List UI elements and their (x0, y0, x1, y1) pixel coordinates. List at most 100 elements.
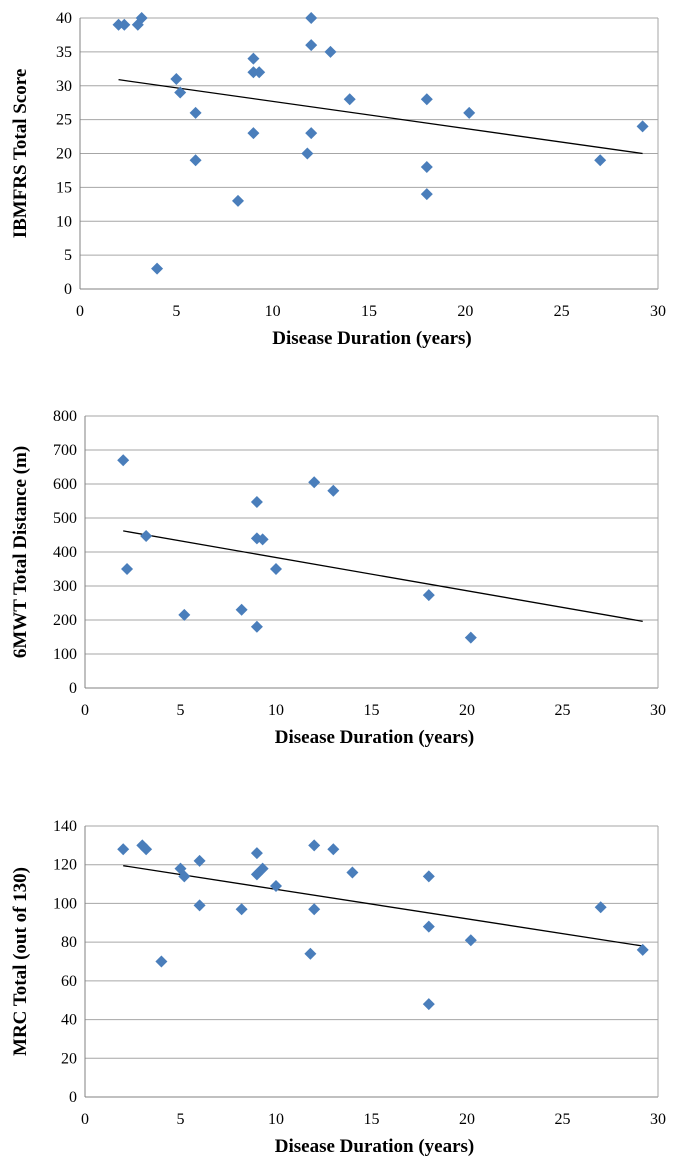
chart-6mwt-svg: 0 100 200 300 400 500 600 700 800 0 5 10 15 20 25 30 Dis… (10, 408, 666, 748)
chart-2-xtick-label: 5 (177, 1111, 185, 1128)
chart-0-xtick-label: 25 (554, 303, 570, 320)
chart-0-xtick-label: 15 (361, 303, 377, 320)
chart-2-data-point (636, 943, 649, 956)
chart-2-data-point (193, 854, 206, 867)
chart-0-y-axis-label: IBMFRS Total Score (10, 69, 31, 239)
chart-1-ytick-label: 600 (53, 476, 77, 493)
chart-0-x-axis-label: Disease Duration (years) (272, 328, 471, 349)
chart-1-xtick-label: 15 (364, 702, 380, 719)
chart-1-ytick-label: 100 (53, 646, 77, 663)
chart-mrc: 0 20 40 60 80 100 120 140 0 5 10 15 20 25 30 Disease Du… (0, 810, 673, 1165)
chart-0-data-point (189, 154, 202, 167)
chart-2-data-point (308, 839, 321, 852)
chart-1-data-point (121, 563, 134, 575)
chart-1-data-point (117, 454, 130, 467)
chart-1-data-point (250, 496, 263, 509)
chart-0-ytick-label: 25 (56, 112, 72, 129)
chart-2-data-point (270, 880, 282, 893)
chart-0-data-point (420, 188, 433, 201)
chart-1-ytick-label: 300 (53, 578, 77, 595)
chart-1-xtick-label: 10 (268, 702, 284, 719)
chart-0-data-point (135, 12, 148, 24)
chart-2-ytick-label: 140 (53, 818, 77, 835)
chart-ibmfrs: 0 5 10 15 20 25 30 35 40 0 5 10 15 20 25 30 Disease Dura… (0, 0, 673, 360)
chart-2-trendline (123, 865, 643, 947)
chart-0-ytick-label: 15 (56, 179, 72, 196)
chart-0-ytick-label: 0 (64, 281, 72, 298)
chart-1-ytick-label: 500 (53, 510, 77, 527)
chart-1-ytick-label: 400 (53, 544, 77, 561)
chart-2-data-point (464, 934, 477, 947)
chart-1-data-point (250, 532, 263, 545)
chart-0-data-point (305, 39, 318, 52)
chart-0-ytick-label: 5 (64, 247, 72, 264)
chart-1-data-point (140, 530, 153, 543)
chart-2-ytick-label: 80 (61, 934, 77, 951)
chart-0-xtick-label: 30 (650, 303, 666, 320)
chart-2-data-point (327, 843, 340, 856)
chart-0-data-point (174, 86, 187, 99)
chart-2-data-point (304, 947, 317, 960)
chart-0-data-point (247, 52, 260, 65)
chart-1-x-axis-label: Disease Duration (years) (275, 727, 474, 748)
chart-2-ytick-label: 40 (61, 1012, 77, 1029)
chart-1-xtick-label: 20 (459, 702, 475, 719)
chart-2-ytick-label: 20 (61, 1050, 77, 1067)
chart-0-data-point (420, 161, 433, 174)
chart-2-data-point (422, 998, 435, 1011)
chart-0-data-point (305, 127, 318, 140)
chart-1-xtick-label: 0 (81, 702, 89, 719)
chart-0-ytick-label: 20 (56, 146, 72, 163)
chart-1-data-point (422, 589, 435, 602)
chart-1-data-point (308, 476, 321, 489)
chart-2-data-point (594, 901, 607, 914)
chart-ibmfrs-svg: 0 5 10 15 20 25 30 35 40 0 5 10 15 20 25 30 Disease Dura… (10, 10, 666, 349)
chart-1-ytick-label: 200 (53, 612, 77, 629)
chart-0-data-point (305, 12, 318, 24)
chart-0-data-point (636, 120, 649, 133)
chart-0-data-point (324, 45, 337, 58)
chart-1-data-point (464, 631, 477, 644)
chart-2-x-axis-label: Disease Duration (years) (275, 1136, 474, 1157)
chart-6mwt: 0 100 200 300 400 500 600 700 800 0 5 10 15 20 25 30 Dis… (0, 400, 673, 765)
chart-2-xtick-label: 0 (81, 1111, 89, 1128)
chart-0-data-point (231, 194, 244, 207)
chart-0-xtick-label: 5 (172, 303, 180, 320)
chart-2-ytick-label: 0 (69, 1089, 77, 1106)
chart-0-data-point (463, 106, 476, 119)
chart-1-y-axis-label: 6MWT Total Distance (m) (10, 446, 31, 658)
chart-0-xtick-label: 10 (265, 303, 281, 320)
chart-0-data-point (301, 147, 314, 160)
chart-mrc-svg: 0 20 40 60 80 100 120 140 0 5 10 15 20 25 30 Disease Du… (10, 818, 666, 1157)
chart-2-xtick-label: 15 (364, 1111, 380, 1128)
chart-0-data-point (247, 127, 260, 140)
chart-0-xtick-label: 0 (76, 303, 84, 320)
chart-0-data-point (420, 93, 433, 106)
chart-1-ytick-label: 700 (53, 442, 77, 459)
chart-0-ytick-label: 40 (56, 10, 72, 27)
chart-2-data-point (178, 870, 191, 883)
chart-2-data-point (308, 903, 321, 916)
chart-2-xtick-label: 20 (459, 1111, 475, 1128)
chart-1-data-point (250, 620, 263, 633)
chart-0-data-point (118, 18, 131, 31)
chart-1-data-point (327, 484, 340, 497)
chart-0-ytick-label: 10 (56, 213, 72, 230)
chart-0-data-point (170, 72, 183, 85)
chart-2-data-point (117, 843, 130, 856)
chart-2-data-point (422, 920, 435, 933)
chart-0-trendline (118, 79, 643, 155)
chart-1-data-point (270, 563, 282, 575)
chart-0-data-point (151, 262, 164, 275)
chart-0-data-point (253, 66, 266, 79)
chart-1-data-point (235, 603, 248, 616)
chart-0-ytick-label: 35 (56, 44, 72, 61)
chart-1-data-point (256, 533, 269, 546)
chart-2-data-point (235, 903, 248, 916)
chart-2-data-point (256, 862, 269, 875)
chart-2-data-point (155, 955, 168, 968)
chart-2-data-point (193, 899, 206, 912)
chart-0-ytick-label: 30 (56, 78, 72, 95)
chart-1-xtick-label: 30 (650, 702, 666, 719)
chart-1-xtick-label: 5 (177, 702, 185, 719)
